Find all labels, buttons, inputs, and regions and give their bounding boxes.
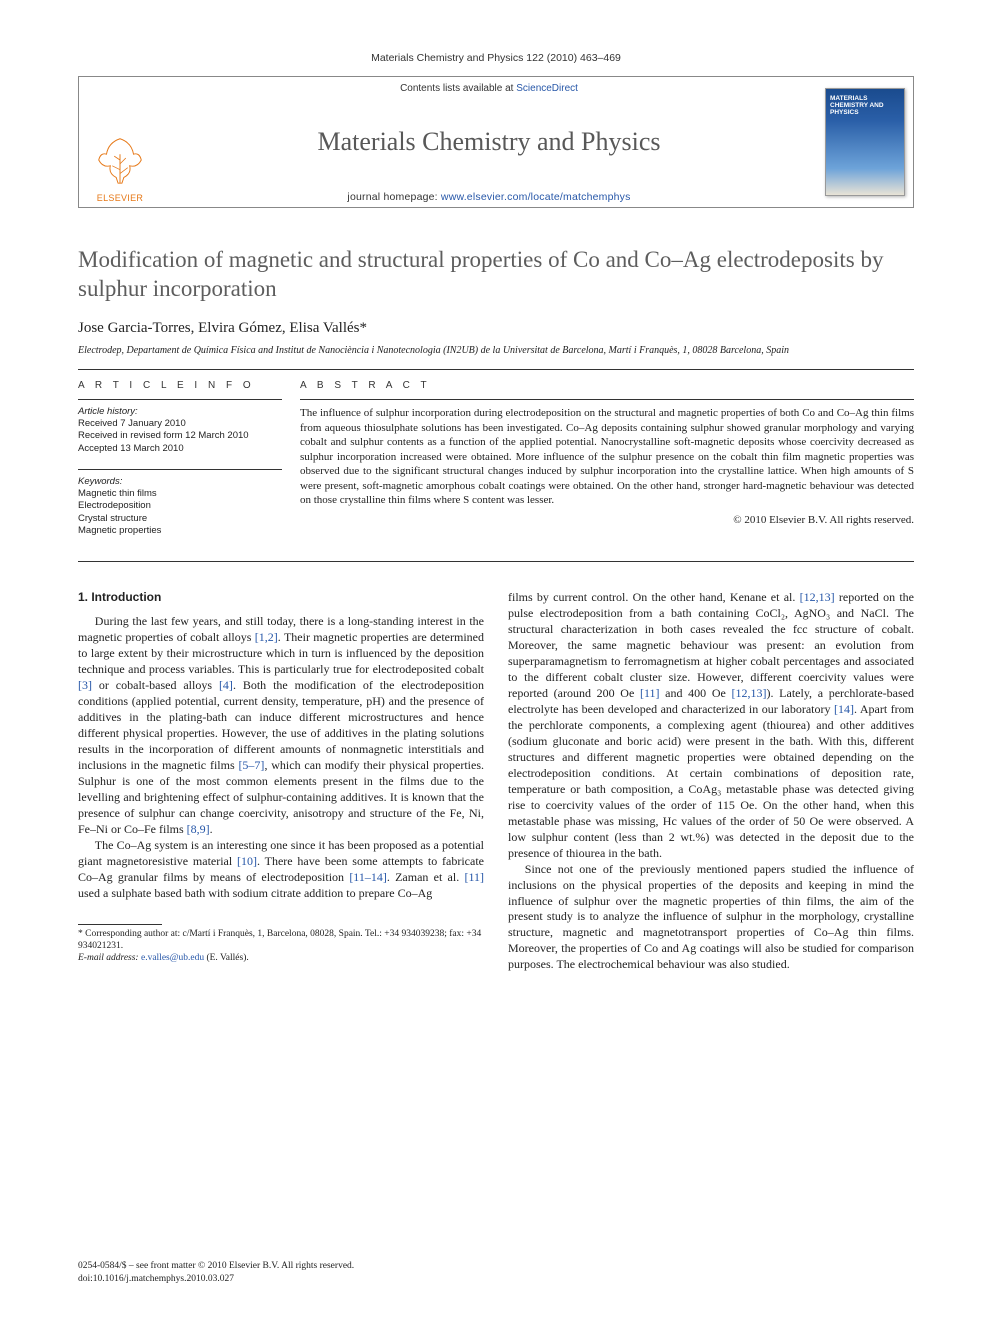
sciencedirect-link[interactable]: ScienceDirect bbox=[516, 83, 578, 94]
footer-line-2: doi:10.1016/j.matchemphys.2010.03.027 bbox=[78, 1273, 354, 1285]
homepage-label: journal homepage: bbox=[347, 191, 441, 203]
rule-bottom bbox=[78, 561, 914, 562]
email-label: E-mail address: bbox=[78, 953, 141, 963]
affiliation-line: Electrodep, Departament de Química Físic… bbox=[78, 345, 914, 358]
article-title: Modification of magnetic and structural … bbox=[78, 246, 914, 304]
footer-line-1: 0254-0584/$ – see front matter © 2010 El… bbox=[78, 1260, 354, 1272]
elsevier-tree-icon bbox=[91, 131, 149, 189]
running-head: Materials Chemistry and Physics 122 (201… bbox=[78, 52, 914, 64]
keywords-title: Keywords: bbox=[78, 476, 282, 487]
page-footer: 0254-0584/$ – see front matter © 2010 El… bbox=[78, 1260, 354, 1285]
abstract-copyright: © 2010 Elsevier B.V. All rights reserved… bbox=[300, 514, 914, 526]
intro-p3: films by current control. On the other h… bbox=[508, 590, 914, 861]
history-title: Article history: bbox=[78, 406, 282, 417]
intro-head: 1. Introduction bbox=[78, 590, 484, 604]
homepage-link[interactable]: www.elsevier.com/locate/matchemphys bbox=[441, 191, 631, 203]
journal-name: Materials Chemistry and Physics bbox=[161, 127, 817, 157]
intro-p1: During the last few years, and still tod… bbox=[78, 614, 484, 837]
info-abstract-row: A R T I C L E I N F O Article history: R… bbox=[78, 380, 914, 551]
banner-middle: Contents lists available at ScienceDirec… bbox=[161, 77, 817, 207]
right-column: films by current control. On the other h… bbox=[508, 590, 914, 973]
intro-p4: Since not one of the previously mentione… bbox=[508, 862, 914, 974]
keywords-block: Magnetic thin filmsElectrodepositionCrys… bbox=[78, 488, 282, 537]
email-suffix: (E. Vallés). bbox=[204, 953, 249, 963]
cover-block: MATERIALS CHEMISTRY AND PHYSICS bbox=[817, 77, 913, 207]
abstract-head: A B S T R A C T bbox=[300, 380, 914, 391]
footnote-separator bbox=[78, 924, 162, 925]
cover-title-text: MATERIALS CHEMISTRY AND PHYSICS bbox=[830, 95, 900, 116]
publisher-block: ELSEVIER bbox=[79, 77, 161, 207]
abstract-column: A B S T R A C T The influence of sulphur… bbox=[300, 380, 914, 551]
journal-homepage-line: journal homepage: www.elsevier.com/locat… bbox=[161, 191, 817, 203]
corresponding-footnote: * Corresponding author at: c/Martí i Fra… bbox=[78, 928, 484, 953]
journal-banner: ELSEVIER Contents lists available at Sci… bbox=[78, 76, 914, 208]
email-footnote: E-mail address: e.valles@ub.edu (E. Vall… bbox=[78, 952, 484, 964]
publisher-name: ELSEVIER bbox=[97, 193, 143, 203]
email-link[interactable]: e.valles@ub.edu bbox=[141, 953, 204, 963]
left-column: 1. Introduction During the last few year… bbox=[78, 590, 484, 973]
article-info-column: A R T I C L E I N F O Article history: R… bbox=[78, 380, 282, 551]
abstract-text: The influence of sulphur incorporation d… bbox=[300, 406, 914, 508]
contents-available-line: Contents lists available at ScienceDirec… bbox=[161, 83, 817, 94]
body-columns: 1. Introduction During the last few year… bbox=[78, 590, 914, 973]
rule-top bbox=[78, 369, 914, 370]
contents-label: Contents lists available at bbox=[400, 83, 516, 94]
history-block: Received 7 January 2010Received in revis… bbox=[78, 418, 282, 455]
authors-line: Jose Garcia-Torres, Elvira Gómez, Elisa … bbox=[78, 320, 914, 337]
journal-cover-thumb: MATERIALS CHEMISTRY AND PHYSICS bbox=[825, 88, 905, 196]
article-info-head: A R T I C L E I N F O bbox=[78, 380, 282, 391]
intro-p2: The Co–Ag system is an interesting one s… bbox=[78, 838, 484, 902]
